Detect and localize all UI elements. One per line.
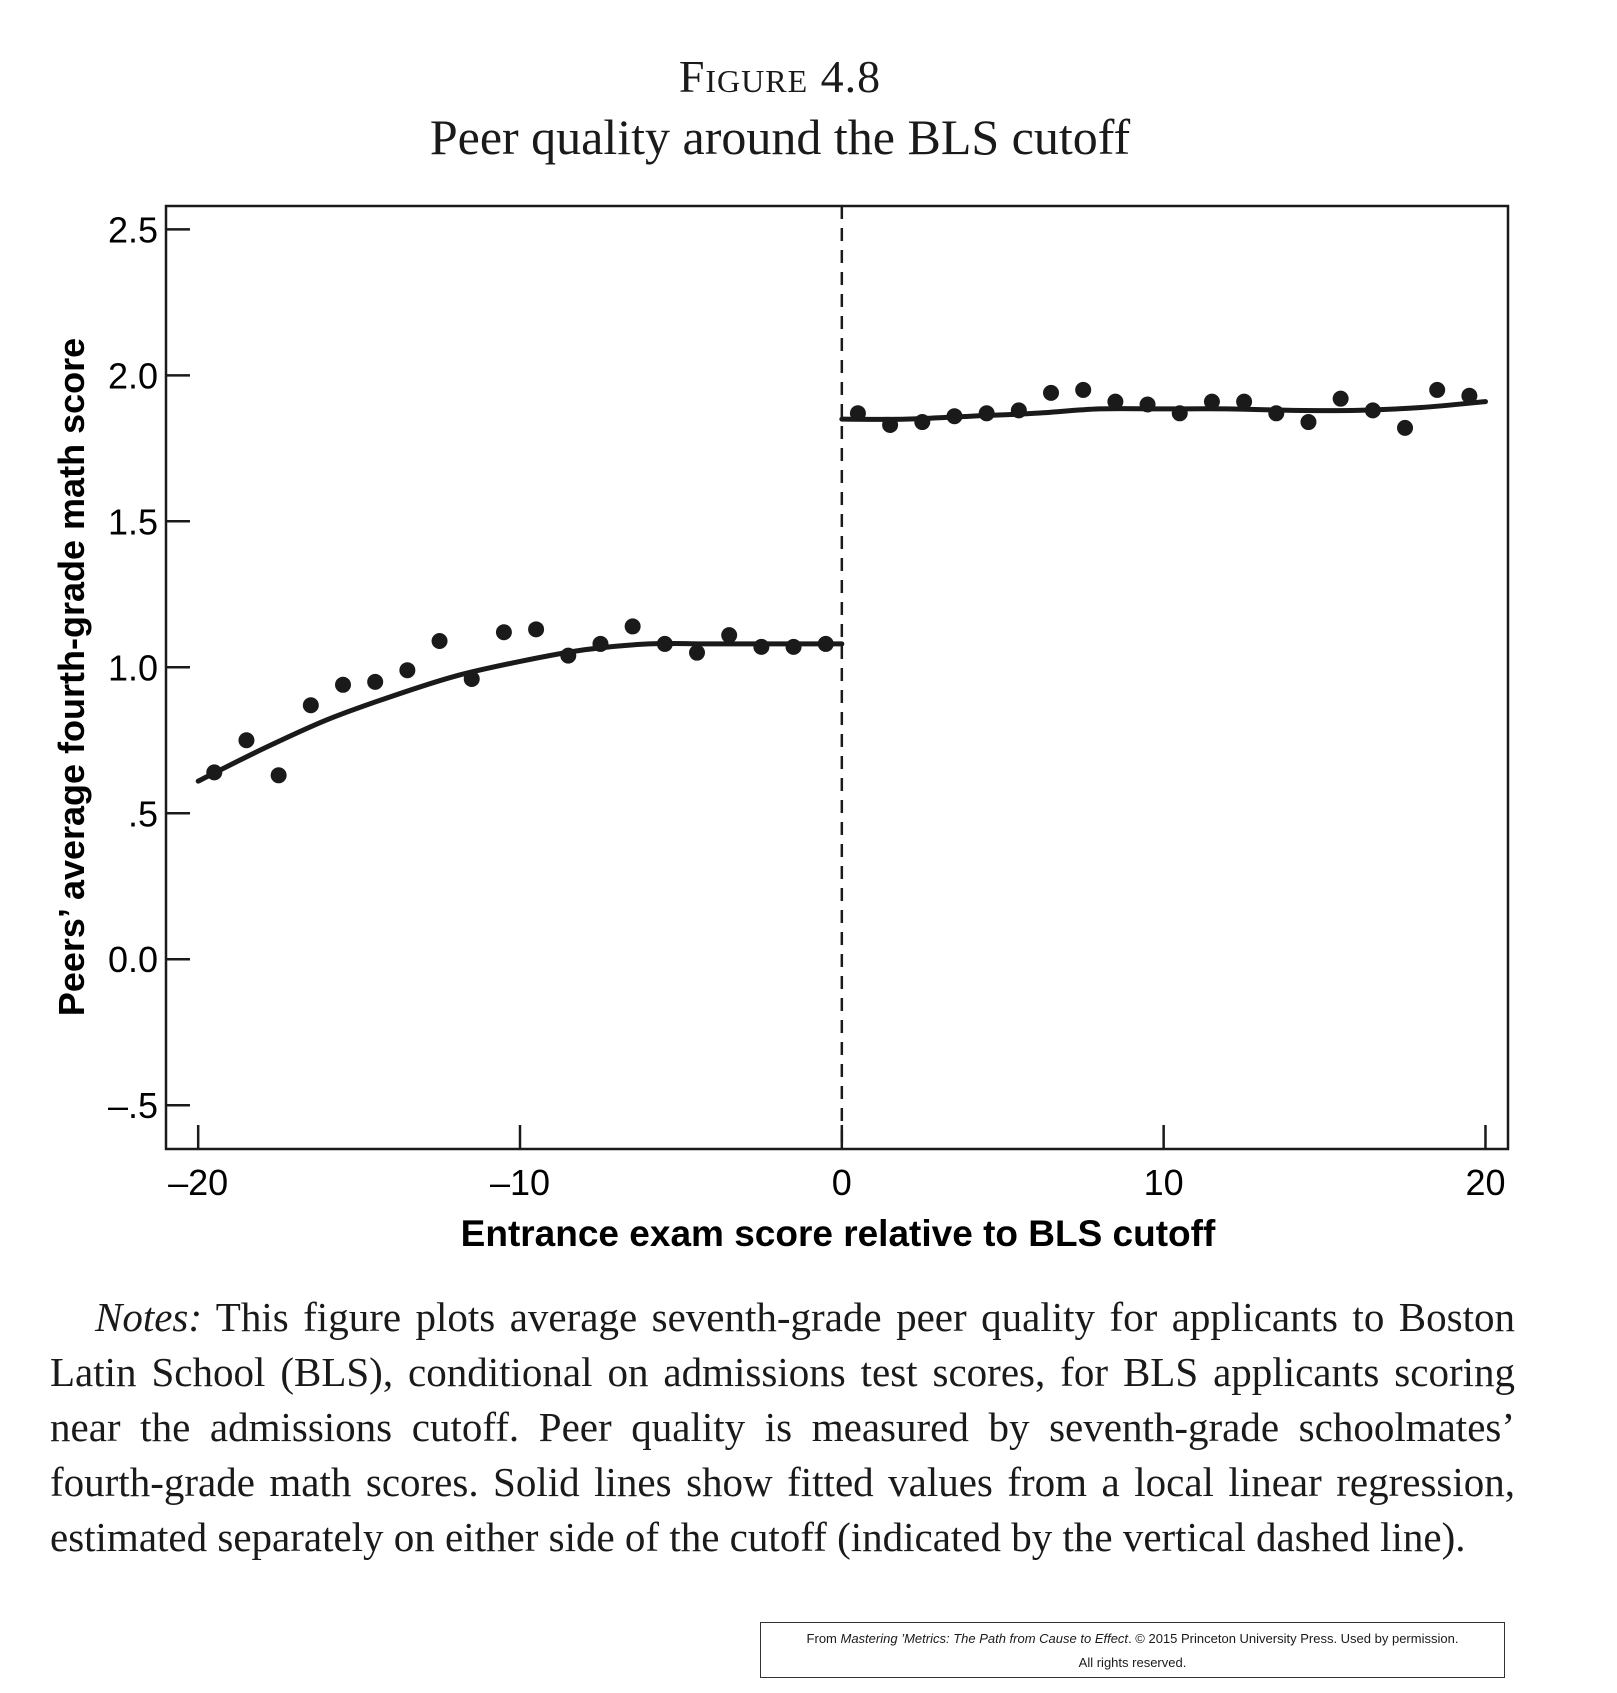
data-point <box>1203 393 1220 410</box>
data-point <box>495 624 512 641</box>
data-point <box>1461 387 1478 404</box>
y-axis-label: Peers’ average fourth-grade math score <box>51 338 92 1016</box>
data-point <box>914 414 931 431</box>
notes-text: This figure plots average seventh-grade … <box>50 1294 1515 1560</box>
data-point <box>1429 381 1446 398</box>
plot-frame <box>164 204 1510 1151</box>
credit-prefix: From <box>806 1631 841 1646</box>
data-point <box>1010 402 1027 419</box>
data-point <box>1236 393 1253 410</box>
data-point <box>1268 405 1285 422</box>
figure-notes: Notes: This figure plots average seventh… <box>50 1290 1515 1565</box>
data-point <box>270 767 287 784</box>
data-point <box>785 638 802 655</box>
data-point <box>656 635 673 652</box>
y-axis: –.5 0.0 .5 1.0 1.5 2.0 2.5 <box>108 209 190 1126</box>
data-point <box>463 670 480 687</box>
data-point <box>1364 402 1381 419</box>
x-axis-label: Entrance exam score relative to BLS cuto… <box>461 1213 1216 1254</box>
x-tick-label: 0 <box>832 1162 852 1203</box>
data-point <box>689 644 706 661</box>
data-point <box>817 635 834 652</box>
credit-line-1: From Mastering ’Metrics: The Path from C… <box>761 1627 1504 1651</box>
data-point <box>528 621 545 638</box>
notes-lead: Notes: <box>95 1294 203 1340</box>
x-tick-label: –10 <box>490 1162 550 1203</box>
data-point <box>1171 405 1188 422</box>
x-tick-label: –20 <box>168 1162 228 1203</box>
credit-book: Mastering ’Metrics: The Path from Cause … <box>840 1631 1129 1646</box>
data-point <box>1332 390 1349 407</box>
data-point <box>946 408 963 425</box>
data-points <box>206 381 1478 784</box>
data-point <box>560 647 577 664</box>
data-point <box>849 405 866 422</box>
y-tick-label: 1.0 <box>108 647 158 688</box>
data-point <box>399 662 416 679</box>
data-point <box>721 627 738 644</box>
chart: –.5 0.0 .5 1.0 1.5 2.0 2.5 –20 –10 0 10 20 Peers’ … <box>51 204 1510 1254</box>
figure-label: Figure 4.8 <box>678 51 882 102</box>
data-point <box>1397 419 1414 436</box>
y-tick-label: –.5 <box>108 1085 158 1126</box>
data-point <box>978 405 995 422</box>
data-point <box>238 732 255 749</box>
data-point <box>592 635 609 652</box>
credit-line-2: All rights reserved. <box>1078 1655 1187 1670</box>
credit-box: From Mastering ’Metrics: The Path from C… <box>760 1622 1505 1678</box>
data-point <box>753 638 770 655</box>
y-tick-label: 1.5 <box>108 501 158 542</box>
data-point <box>1043 384 1060 401</box>
data-point <box>206 764 223 781</box>
fitted-line <box>195 640 845 784</box>
data-point <box>367 673 384 690</box>
y-tick-label: .5 <box>128 793 158 834</box>
figure-title: Peer quality around the BLS cutoff <box>429 109 1131 165</box>
data-point <box>1107 393 1124 410</box>
data-point <box>624 618 641 635</box>
data-point <box>1139 396 1156 413</box>
y-tick-label: 2.5 <box>108 209 158 250</box>
data-point <box>1300 414 1317 431</box>
y-tick-label: 0.0 <box>108 939 158 980</box>
credit-suffix: . © 2015 Princeton University Press. Use… <box>1128 1631 1459 1646</box>
x-tick-label: 10 <box>1144 1162 1184 1203</box>
data-point <box>302 697 319 714</box>
x-tick-label: 20 <box>1465 1162 1505 1203</box>
y-tick-label: 2.0 <box>108 355 158 396</box>
fitted-line <box>839 399 1488 422</box>
data-point <box>882 416 899 433</box>
data-point <box>335 676 352 693</box>
data-point <box>431 633 448 650</box>
x-axis: –20 –10 0 10 20 <box>168 1125 1505 1203</box>
data-point <box>1075 381 1092 398</box>
